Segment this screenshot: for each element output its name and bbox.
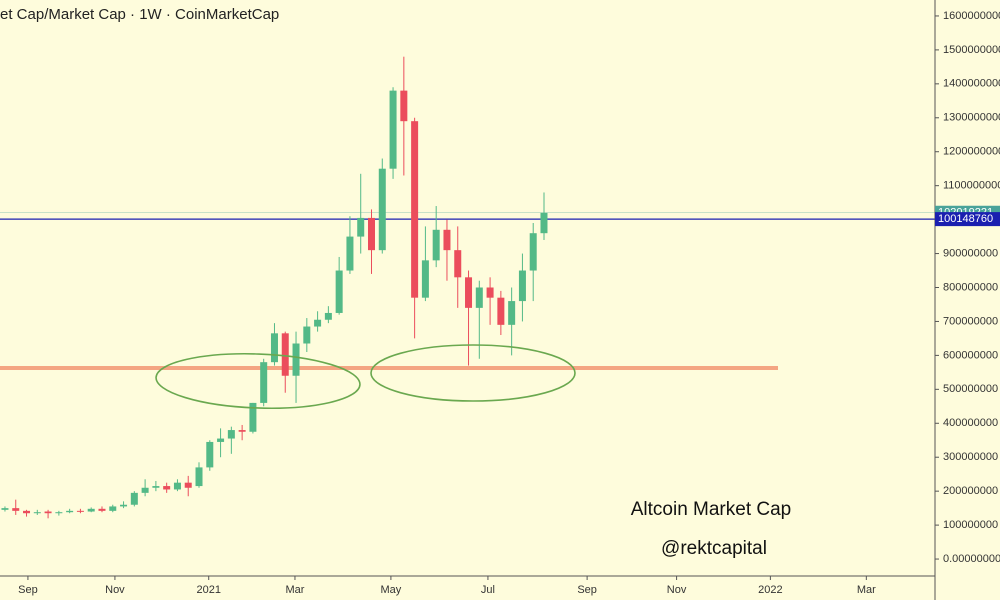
candle-body: [141, 487, 149, 493]
candle-body: [475, 287, 483, 308]
y-tick-label: 300000000: [943, 451, 998, 463]
x-tick-label: Mar: [285, 584, 304, 596]
candle-body: [400, 90, 408, 122]
candle-body: [378, 168, 386, 251]
candle-body: [432, 229, 440, 261]
price-label: 100148760: [938, 213, 993, 225]
candle-body: [98, 508, 106, 511]
y-tick-label: 1600000000: [943, 10, 1000, 22]
candle-body: [206, 441, 214, 468]
candle-body: [238, 430, 246, 432]
candle-body: [195, 467, 203, 487]
plot-area: [0, 56, 935, 519]
candle-body: [152, 486, 160, 488]
x-tick-label: Sep: [577, 584, 597, 596]
candle-body: [497, 297, 505, 325]
candle-body: [249, 402, 257, 432]
y-tick-label: 900000000: [943, 247, 998, 259]
candle-body: [335, 270, 343, 313]
y-tick-label: 1100000000: [943, 180, 1000, 192]
candle-body: [389, 90, 397, 169]
x-tick-label: May: [381, 584, 402, 596]
candle-body: [518, 270, 526, 302]
price-label-box: [935, 212, 1000, 227]
candle-body: [66, 510, 74, 513]
candle-body: [367, 217, 375, 251]
candle-body: [87, 508, 95, 512]
candle-body: [270, 333, 278, 363]
y-tick-label: 1500000000: [943, 44, 1000, 56]
candle-body: [281, 333, 289, 376]
y-tick-label: 700000000: [943, 315, 998, 327]
candle-body: [173, 482, 181, 490]
candle-body: [540, 212, 548, 234]
candle-body: [443, 229, 451, 251]
candle-body: [109, 506, 117, 511]
candle-body: [12, 508, 20, 511]
y-tick-label: 400000000: [943, 417, 998, 429]
x-tick-label: 2021: [196, 584, 220, 596]
y-tick-label: 1300000000: [943, 112, 1000, 124]
annotation: Altcoin Market Cap: [631, 499, 792, 520]
candle-body: [184, 482, 192, 488]
candle-body: [227, 430, 235, 439]
candle-body: [44, 511, 52, 514]
candle-body: [411, 121, 419, 298]
chart-title: et Cap/Market Cap · 1W · CoinMarketCap: [0, 6, 279, 23]
candle-body: [346, 236, 354, 271]
y-tick-label: 500000000: [943, 383, 998, 395]
candle-body: [55, 512, 63, 514]
candle-body: [486, 287, 494, 298]
candle-body: [314, 319, 322, 327]
candle-body: [357, 217, 365, 237]
candle-body: [454, 250, 462, 278]
x-tick-label: Mar: [857, 584, 876, 596]
y-tick-label: 0.00000000: [943, 553, 1000, 565]
candle-body: [76, 510, 84, 512]
candle-body: [529, 233, 537, 271]
highlight-ellipse: [155, 352, 361, 410]
y-tick-label: 800000000: [943, 281, 998, 293]
candle-body: [33, 512, 41, 514]
highlight-ellipse: [370, 344, 576, 402]
candle-body: [130, 492, 138, 505]
x-tick-label: Nov: [105, 584, 125, 596]
x-tick-label: Nov: [667, 584, 687, 596]
candle-body: [1, 508, 9, 510]
y-tick-label: 1400000000: [943, 78, 1000, 90]
y-tick-label: 1200000000: [943, 146, 1000, 158]
x-tick-label: 2022: [758, 584, 782, 596]
candle-body: [217, 438, 225, 442]
candle-body: [260, 362, 268, 403]
candle-body: [508, 301, 516, 325]
candle-body: [465, 277, 473, 308]
candle-body: [163, 486, 171, 490]
candle-body: [120, 504, 128, 507]
candle-body: [292, 343, 300, 376]
y-tick-label: 600000000: [943, 349, 998, 361]
candle-body: [303, 326, 311, 344]
x-tick-label: Sep: [18, 584, 38, 596]
candle-body: [421, 260, 429, 298]
x-tick-label: Jul: [481, 584, 495, 596]
annotation: @rektcapital: [661, 538, 767, 559]
y-tick-label: 200000000: [943, 485, 998, 497]
candle-body: [23, 510, 31, 514]
y-tick-label: 100000000: [943, 519, 998, 531]
candle-body: [324, 312, 332, 320]
